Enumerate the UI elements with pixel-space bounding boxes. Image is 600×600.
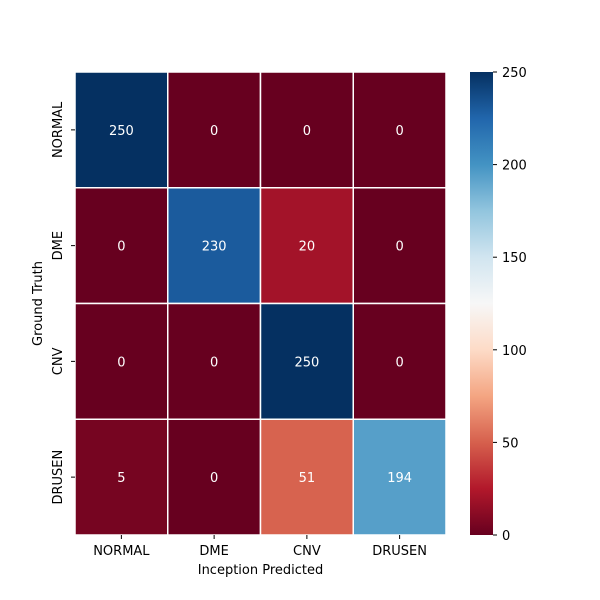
y-tick-drusen: DRUSEN xyxy=(51,450,66,505)
x-axis-ticks: NORMAL DME CNV DRUSEN xyxy=(93,535,427,559)
cell-value-cnv-normal: 0 xyxy=(117,355,125,370)
cell-normal-cnv xyxy=(259,71,354,189)
cell-normal-drusen xyxy=(352,71,447,189)
cell-value-dme-normal: 0 xyxy=(117,240,125,255)
colorbar-tick-100: 100 xyxy=(502,344,527,359)
heatmap-cells xyxy=(74,71,447,536)
colorbar xyxy=(470,72,493,535)
x-axis-label: Inception Predicted xyxy=(198,563,324,578)
cell-value-drusen-dme: 0 xyxy=(210,471,218,486)
cell-value-normal-normal: 250 xyxy=(109,124,134,139)
y-tick-normal: NORMAL xyxy=(51,101,66,158)
cell-dme-drusen xyxy=(352,187,447,305)
cell-normal-dme xyxy=(167,71,262,189)
cell-value-cnv-drusen: 0 xyxy=(395,355,403,370)
cell-value-drusen-drusen: 194 xyxy=(387,471,412,486)
y-tick-cnv: CNV xyxy=(51,347,66,375)
cell-normal-normal xyxy=(74,71,169,189)
colorbar-tick-200: 200 xyxy=(502,159,527,174)
x-tick-normal: NORMAL xyxy=(93,544,150,559)
colorbar-tick-250: 250 xyxy=(502,66,527,81)
heatmap-cell-labels: 250 0 0 0 0 230 20 0 0 0 250 0 5 0 51 194 xyxy=(109,124,412,486)
cell-value-dme-dme: 230 xyxy=(202,240,227,255)
cell-drusen-dme xyxy=(167,418,262,536)
y-axis-ticks: NORMAL DME CNV DRUSEN xyxy=(51,101,75,505)
cell-cnv-dme xyxy=(167,302,262,420)
cell-value-drusen-cnv: 51 xyxy=(299,471,316,486)
cell-value-cnv-cnv: 250 xyxy=(294,355,319,370)
colorbar-tick-0: 0 xyxy=(502,529,510,544)
colorbar-ticks: 0 50 100 150 200 250 xyxy=(493,66,527,544)
cell-value-dme-drusen: 0 xyxy=(395,240,403,255)
colorbar-tick-150: 150 xyxy=(502,251,527,266)
cell-value-normal-dme: 0 xyxy=(210,124,218,139)
x-tick-dme: DME xyxy=(199,544,228,559)
cell-drusen-drusen xyxy=(352,418,447,536)
y-axis-label: Ground Truth xyxy=(31,261,46,346)
cell-value-normal-drusen: 0 xyxy=(395,124,403,139)
colorbar-tick-50: 50 xyxy=(502,436,519,451)
cell-value-normal-cnv: 0 xyxy=(303,124,311,139)
cell-cnv-drusen xyxy=(352,302,447,420)
cell-value-dme-cnv: 20 xyxy=(299,240,316,255)
cell-value-cnv-dme: 0 xyxy=(210,355,218,370)
x-tick-drusen: DRUSEN xyxy=(372,544,427,559)
cell-value-drusen-normal: 5 xyxy=(117,471,125,486)
y-tick-dme: DME xyxy=(51,231,66,260)
x-tick-cnv: CNV xyxy=(293,544,321,559)
cell-dme-dme xyxy=(167,187,262,305)
